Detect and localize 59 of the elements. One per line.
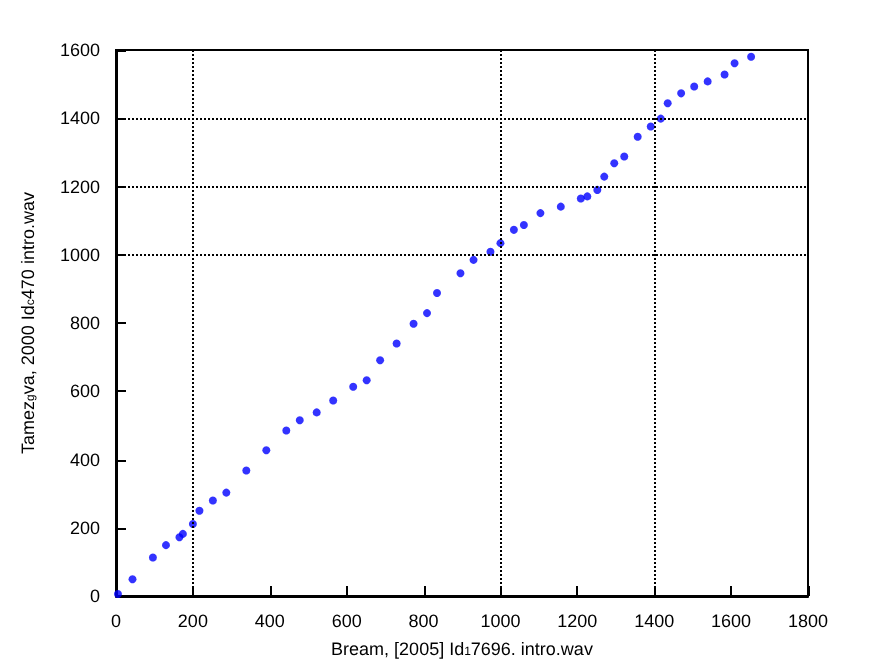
x-tick-label: 1200	[557, 611, 598, 631]
point	[148, 553, 157, 562]
point	[556, 202, 565, 211]
point	[349, 382, 358, 391]
point	[433, 288, 442, 297]
point	[663, 99, 672, 108]
point	[747, 52, 756, 61]
point	[376, 356, 385, 365]
y-tick-label: 600	[69, 381, 100, 402]
point	[519, 221, 528, 230]
point	[576, 194, 585, 203]
x-tick-label: 0	[110, 611, 122, 631]
point	[282, 426, 291, 435]
point	[128, 575, 137, 584]
point	[610, 159, 619, 168]
x-tick-label: 200	[177, 611, 208, 631]
point	[242, 466, 251, 475]
y-tick-label: 200	[69, 517, 100, 538]
x-tick-label: 600	[331, 611, 362, 631]
y-tick-label: 0	[89, 586, 100, 606]
point	[646, 122, 655, 131]
point	[633, 132, 642, 141]
x-tick-label: 400	[254, 611, 285, 631]
x-tick-label: 1000	[480, 611, 521, 631]
point	[392, 339, 401, 348]
point	[583, 192, 592, 201]
y-tick-label: 1400	[59, 108, 100, 129]
point	[195, 506, 204, 515]
point	[720, 70, 729, 79]
x-tick-label: 1800	[787, 611, 829, 631]
y-tick-label: 800	[69, 313, 100, 333]
point	[208, 496, 217, 505]
point	[509, 225, 518, 234]
point	[690, 82, 699, 91]
point	[262, 446, 271, 455]
point	[600, 172, 609, 181]
point	[329, 396, 338, 405]
point	[469, 255, 478, 264]
point	[409, 319, 418, 328]
point	[456, 269, 465, 278]
point	[730, 59, 739, 68]
point	[536, 209, 545, 218]
point	[703, 77, 712, 86]
point	[161, 541, 170, 550]
point	[620, 152, 629, 161]
x-tick-label: 800	[408, 611, 439, 631]
point	[593, 185, 602, 194]
point	[295, 416, 304, 425]
y-tick-label: 1000	[59, 244, 100, 265]
y-tick-label: 1600	[59, 40, 100, 60]
point	[312, 408, 321, 417]
y-tick-label: 1200	[59, 176, 100, 197]
point	[423, 309, 432, 318]
y-tick-label: 400	[69, 449, 100, 470]
point	[362, 376, 371, 385]
point	[677, 89, 686, 98]
point	[222, 488, 231, 497]
x-tick-label: 1600	[711, 611, 752, 631]
x-tick-label: 1400	[634, 611, 675, 631]
